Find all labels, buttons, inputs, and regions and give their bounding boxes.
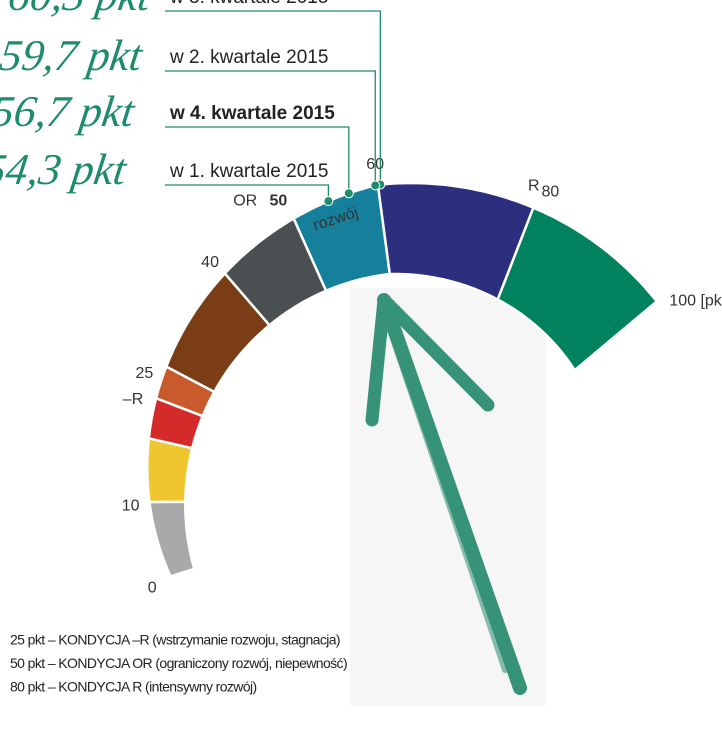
marker-leader [165,184,330,202]
marker-caption: w 1. kwartale 2015 [169,161,328,182]
marker-dot [323,196,334,207]
marker-caption: w 4. kwartale 2015 [169,103,335,124]
zone-label: R [528,177,540,194]
marker-dot [343,188,354,199]
tick-label: 10 [122,497,140,514]
gauge-segment [496,206,659,373]
zone-label: –R [123,391,143,408]
marker-leader [165,70,376,186]
arrow [365,293,527,695]
gauge-segment [148,500,196,578]
footnote: 80 pkt – KONDYCJA R (intensywny rozwój) [10,679,257,695]
marker-value: 56,7 pkt [0,87,139,136]
zone-label: OR [233,192,257,209]
marker-caption: w 2. kwartale 2015 [169,47,328,68]
footnote: 50 pkt – KONDYCJA OR (ograniczony rozwój… [10,655,347,671]
marker-dot [370,180,381,191]
tick-label: 50 [269,192,287,209]
marker-leader [165,10,381,185]
tick-label: 100 [pkt] [669,293,722,310]
marker-leader [165,126,350,194]
marker-value: 59,7 pkt [0,31,147,80]
tick-label: 40 [201,254,219,271]
tick-label: 25 [135,365,153,382]
tick-label: 0 [148,579,157,596]
marker-caption: w 3. kwartale 2015 [169,0,328,8]
tick-label: 80 [542,183,560,200]
marker-value: 54,3 pkt [0,145,131,194]
footnote: 25 pkt – KONDYCJA –R (wstrzymanie rozwoj… [10,632,340,648]
marker-value: 60,3 pkt [5,0,155,20]
